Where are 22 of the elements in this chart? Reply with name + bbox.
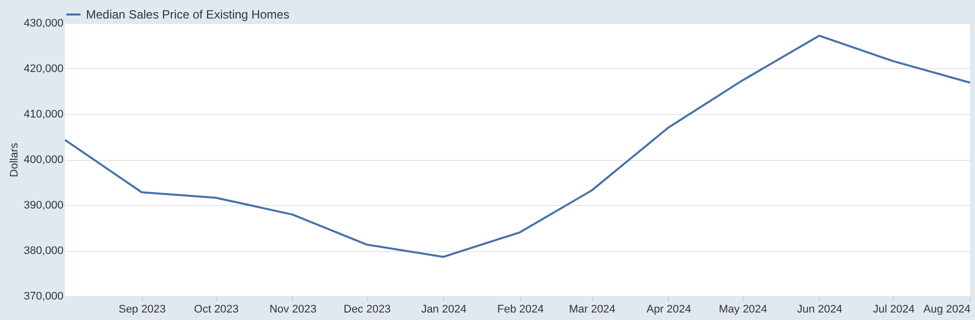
- x-tick-label: Sep 2023: [118, 304, 166, 316]
- y-tick-label: 430,000: [24, 18, 64, 30]
- y-tick-label: 400,000: [24, 154, 64, 166]
- y-tick-label: 380,000: [24, 245, 64, 257]
- line-series: [64, 34, 971, 258]
- x-tick-label: May 2024: [718, 304, 768, 316]
- x-tick-label: Nov 2023: [269, 304, 317, 316]
- y-tick-label: 420,000: [24, 63, 64, 75]
- x-tick-label: Dec 2023: [344, 304, 391, 316]
- x-tick-label: Oct 2023: [194, 304, 239, 316]
- legend-label: Median Sales Price of Existing Homes: [86, 8, 290, 22]
- x-tick-label: Feb 2024: [497, 304, 544, 316]
- x-tick-label: Jun 2024: [797, 304, 842, 316]
- x-tick-label: Apr 2024: [646, 304, 692, 316]
- x-tick-label: Jul 2024: [873, 304, 915, 316]
- x-tick-label: Mar 2024: [568, 304, 616, 316]
- y-axis-title: Dollars: [8, 142, 21, 178]
- y-tick-label: 390,000: [24, 200, 64, 212]
- y-tick-label: 410,000: [24, 108, 64, 120]
- x-tick-label: Jan 2024: [421, 304, 466, 316]
- x-tick-label: Aug 2024: [923, 304, 970, 316]
- y-tick-label: 370,000: [24, 290, 64, 302]
